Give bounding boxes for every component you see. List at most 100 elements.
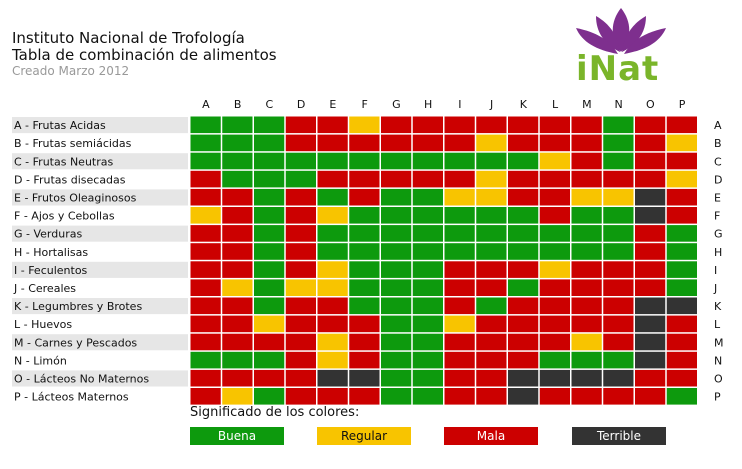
heatmap-cell: [571, 170, 602, 188]
heatmap-cell: [317, 351, 348, 369]
heatmap-cell: [603, 315, 634, 333]
heatmap-cell: [349, 152, 380, 170]
institute-title: Instituto Nacional de Trofología: [12, 29, 245, 47]
heatmap-cell: [508, 279, 539, 296]
column-header-b: B: [234, 98, 242, 111]
heatmap-cell: [635, 297, 666, 315]
heatmap-cell: [222, 388, 253, 405]
heatmap-cell: [222, 261, 253, 278]
heatmap-cell: [603, 134, 634, 152]
heatmap-cell: [539, 351, 570, 369]
column-header-m: M: [582, 98, 592, 111]
heatmap-cell: [603, 170, 634, 188]
row-code: F: [714, 210, 720, 223]
heatmap-cell: [317, 333, 348, 351]
heatmap-cell: [190, 333, 221, 351]
heatmap-cell: [285, 279, 316, 296]
heatmap-cell: [412, 388, 443, 405]
row-label-bg: [12, 316, 188, 333]
heatmap-cell: [666, 369, 697, 387]
row-code: D: [714, 173, 722, 186]
heatmap-cell: [222, 279, 253, 296]
heatmap-cell: [190, 315, 221, 333]
legend-label-terrible: Terrible: [597, 429, 641, 443]
heatmap-cell: [508, 225, 539, 242]
heatmap-cell: [508, 170, 539, 188]
heatmap-cell: [444, 152, 475, 170]
row-code: A: [714, 119, 722, 132]
heatmap-cell: [381, 351, 412, 369]
column-header-a: A: [202, 98, 210, 111]
heatmap-cell: [508, 207, 539, 224]
heatmap-cell: [349, 243, 380, 260]
column-header-e: E: [329, 98, 336, 111]
heatmap-cell: [317, 279, 348, 296]
row-label: K - Legumbres y Brotes: [14, 300, 142, 313]
heatmap-cell: [412, 315, 443, 333]
heatmap-cell: [444, 351, 475, 369]
heatmap-cell: [317, 225, 348, 242]
heatmap-cell: [635, 225, 666, 242]
heatmap-cell: [412, 116, 443, 134]
heatmap-cell: [317, 188, 348, 206]
heatmap-cell: [603, 279, 634, 296]
heatmap-cell: [508, 369, 539, 387]
heatmap-cell: [285, 333, 316, 351]
heatmap-cell: [349, 116, 380, 134]
row-label: N - Limón: [14, 354, 67, 367]
heatmap-cell: [254, 243, 285, 260]
heatmap-cell: [444, 261, 475, 278]
heatmap-cell: [539, 116, 570, 134]
heatmap-cell: [635, 279, 666, 296]
heatmap-cell: [635, 188, 666, 206]
heatmap-cell: [444, 279, 475, 296]
heatmap-cell: [666, 388, 697, 405]
heatmap-cell: [285, 315, 316, 333]
row-code: B: [714, 137, 722, 150]
column-header-h: H: [424, 98, 432, 111]
row-label: L - Huevos: [14, 318, 72, 331]
heatmap-cell: [444, 297, 475, 315]
heatmap-cell: [222, 207, 253, 224]
heatmap-cell: [190, 207, 221, 224]
heatmap-cell: [508, 116, 539, 134]
row-label: P - Lácteos Maternos: [14, 391, 129, 404]
heatmap-cell: [603, 297, 634, 315]
row-label-bg: [12, 370, 188, 387]
heatmap-cell: [190, 369, 221, 387]
heatmap-cell: [635, 116, 666, 134]
heatmap-cell: [635, 369, 666, 387]
heatmap-cell: [508, 388, 539, 405]
heatmap-cell: [571, 243, 602, 260]
heatmap-cell: [254, 116, 285, 134]
heatmap-cell: [412, 243, 443, 260]
heatmap-cell: [571, 279, 602, 296]
column-header-c: C: [266, 98, 274, 111]
heatmap-cell: [317, 116, 348, 134]
heatmap-cell: [508, 243, 539, 260]
heatmap-cell: [222, 351, 253, 369]
heatmap-cell: [190, 279, 221, 296]
heatmap-cell: [285, 369, 316, 387]
heatmap-cell: [254, 152, 285, 170]
heatmap-cell: [476, 297, 507, 315]
heatmap-cell: [571, 188, 602, 206]
heatmap-cell: [412, 333, 443, 351]
heatmap-cell: [349, 369, 380, 387]
heatmap-cell: [285, 243, 316, 260]
heatmap-cell: [508, 152, 539, 170]
heatmap-cell: [476, 170, 507, 188]
heatmap-cell: [317, 388, 348, 405]
row-label-bg: [12, 243, 188, 260]
heatmap-cell: [666, 261, 697, 278]
heatmap-cell: [603, 351, 634, 369]
heatmap-cell: [508, 261, 539, 278]
row-code: C: [714, 155, 722, 168]
row-label-bg: [12, 135, 188, 152]
heatmap-cell: [444, 170, 475, 188]
heatmap-cell: [254, 315, 285, 333]
heatmap-cell: [444, 315, 475, 333]
heatmap-cell: [381, 279, 412, 296]
row-code: J: [713, 282, 717, 295]
heatmap-cell: [666, 351, 697, 369]
